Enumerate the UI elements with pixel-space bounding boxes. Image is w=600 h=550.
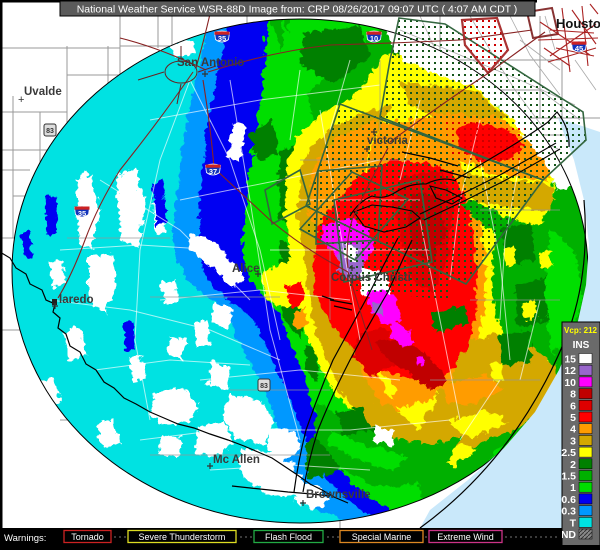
svg-text:Uvalde: Uvalde: [24, 86, 62, 98]
svg-text:National Weather Service WSR-8: National Weather Service WSR-88D Image f…: [77, 4, 518, 16]
svg-text:ND: ND: [561, 529, 577, 541]
svg-text:Alice: Alice: [232, 263, 260, 275]
svg-text:0.6: 0.6: [561, 494, 576, 506]
svg-text:Mc Allen: Mc Allen: [213, 454, 260, 466]
svg-text:83: 83: [260, 383, 268, 390]
svg-text:T: T: [570, 517, 577, 529]
svg-text:35: 35: [78, 209, 86, 218]
svg-text:10: 10: [564, 377, 576, 389]
svg-text:Severe Thunderstorm: Severe Thunderstorm: [139, 532, 226, 542]
svg-text:INS: INS: [573, 340, 590, 351]
svg-text:Corpus Christi: Corpus Christi: [331, 272, 411, 284]
svg-text:Flash Flood: Flash Flood: [265, 532, 312, 542]
svg-text:0.3: 0.3: [561, 506, 576, 518]
svg-text:Warnings:: Warnings:: [4, 533, 46, 544]
svg-text:8: 8: [570, 389, 576, 401]
svg-text:1.5: 1.5: [561, 471, 576, 483]
svg-text:35: 35: [218, 34, 226, 43]
svg-text:37: 37: [209, 167, 217, 176]
svg-text:10: 10: [370, 34, 378, 43]
svg-text:2.5: 2.5: [561, 447, 576, 459]
svg-text:victoria: victoria: [367, 135, 409, 147]
svg-text:+: +: [18, 94, 24, 106]
svg-text:45: 45: [575, 44, 583, 53]
svg-text:2: 2: [570, 459, 576, 471]
svg-text:6: 6: [570, 400, 576, 412]
svg-text:Vcp: 212: Vcp: 212: [564, 326, 598, 335]
svg-text:83: 83: [46, 128, 54, 135]
svg-text:15: 15: [564, 354, 576, 366]
svg-text:San Antonio: San Antonio: [177, 57, 244, 69]
svg-text:Brownsville: Brownsville: [306, 489, 371, 501]
svg-text:3: 3: [570, 435, 576, 447]
svg-text:Tornado: Tornado: [71, 532, 104, 542]
svg-text:5: 5: [570, 412, 576, 424]
svg-text:12: 12: [564, 365, 576, 377]
svg-text:1: 1: [570, 482, 576, 494]
svg-text:Extreme Wind: Extreme Wind: [437, 532, 494, 542]
svg-text:laredo: laredo: [59, 294, 94, 306]
svg-text:4: 4: [570, 424, 576, 436]
svg-text:Special Marine: Special Marine: [352, 532, 412, 542]
svg-text:Houston: Houston: [556, 16, 600, 31]
